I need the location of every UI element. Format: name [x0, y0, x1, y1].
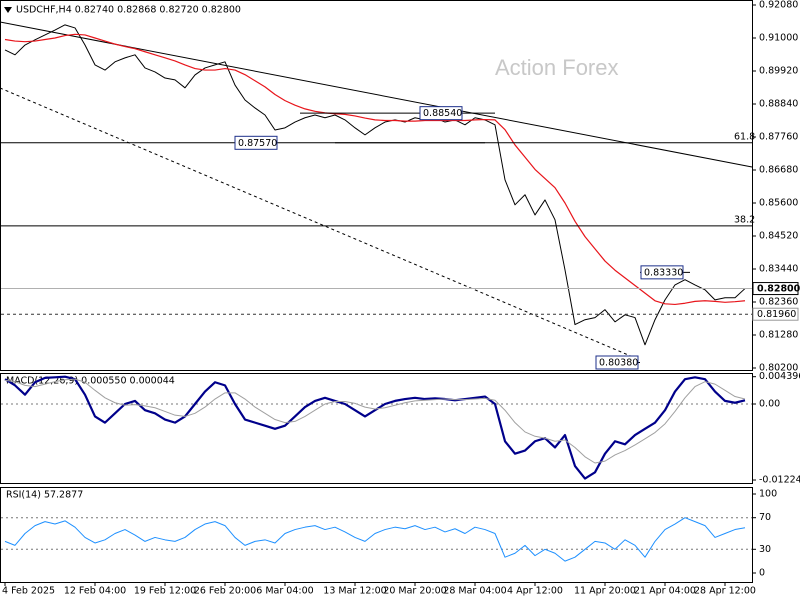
- swing-box: [419, 106, 463, 121]
- rsi-frame: [0, 487, 753, 583]
- x-tick-label: 11 Apr 20:00: [574, 586, 636, 597]
- menu-icon: [4, 7, 12, 13]
- y-tick-label: 0.81280: [759, 330, 798, 341]
- rsi-title: RSI(14) 57.2877: [6, 490, 83, 501]
- y-tick-label: 0.004396: [759, 371, 800, 382]
- y-tick-label: 30: [759, 544, 771, 555]
- x-tick-label: 12 Feb 04:00: [64, 586, 126, 597]
- swing-box: [640, 265, 684, 280]
- swing-label: 0.83330: [644, 267, 683, 278]
- y-tick-label: 0.80200: [759, 363, 798, 374]
- x-tick-label: 6 Mar 04:00: [256, 586, 313, 597]
- y-tick-label: 0.83440: [759, 264, 798, 275]
- price-label: 0.82800: [757, 284, 800, 295]
- series-line: [4, 24, 746, 346]
- y-tick-label: 100: [759, 489, 777, 500]
- y-tick-label: 0.86680: [759, 165, 798, 176]
- swing-box: [234, 135, 278, 150]
- watermark: Action Forex: [495, 55, 619, 80]
- swing-box: [595, 355, 639, 370]
- series-line: [4, 378, 746, 464]
- x-tick-label: 4 Apr 12:00: [507, 586, 563, 597]
- y-tick-label: 0.89920: [759, 66, 798, 77]
- y-tick-label: 0.84520: [759, 231, 798, 242]
- macd-frame: [0, 373, 753, 484]
- y-tick-label: 0.82360: [759, 297, 798, 308]
- series-line: [4, 33, 746, 306]
- y-tick-label: 0.91000: [759, 33, 798, 44]
- y-tick-label: 0.87760: [759, 132, 798, 143]
- series-line: [4, 517, 746, 562]
- y-tick-label: 0.92080: [759, 0, 798, 11]
- x-tick-label: 20 Mar 20:00: [383, 586, 446, 597]
- macd-title: MACD(12,26,9) 0.000550 0.000044: [6, 376, 175, 387]
- series-line: [4, 375, 746, 480]
- fib-label: 61.8: [734, 131, 755, 142]
- x-tick-label: 19 Feb 12:00: [134, 586, 196, 597]
- y-tick-label: 0.00: [759, 398, 780, 409]
- price-label-box: [752, 282, 799, 296]
- x-tick-label: 28 Apr 12:00: [694, 586, 756, 597]
- x-tick-label: 26 Feb 20:00: [194, 586, 256, 597]
- price-label-box: [752, 307, 799, 321]
- y-tick-label: 0.88840: [759, 99, 798, 110]
- chart-title: USDCHF,H4 0.82740 0.82868 0.82720 0.8280…: [16, 5, 241, 16]
- y-tick-label: 0: [759, 567, 765, 578]
- fib-label: 38.2: [734, 214, 755, 225]
- y-tick-label: 70: [759, 512, 771, 523]
- swing-label: 0.80380: [599, 358, 638, 369]
- price-label: 0.81960: [757, 309, 796, 320]
- x-tick-label: 21 Apr 04:00: [634, 586, 696, 597]
- swing-label: 0.87570: [238, 138, 277, 149]
- x-tick-label: 13 Mar 12:00: [323, 586, 386, 597]
- price-frame: [0, 0, 753, 371]
- trend-line-dashed: [0, 87, 641, 361]
- y-tick-label: 0.85600: [759, 198, 798, 209]
- x-tick-label: 28 Mar 04:00: [443, 586, 506, 597]
- x-tick-label: 4 Feb 2025: [2, 586, 55, 597]
- swing-label: 0.88540: [423, 108, 462, 119]
